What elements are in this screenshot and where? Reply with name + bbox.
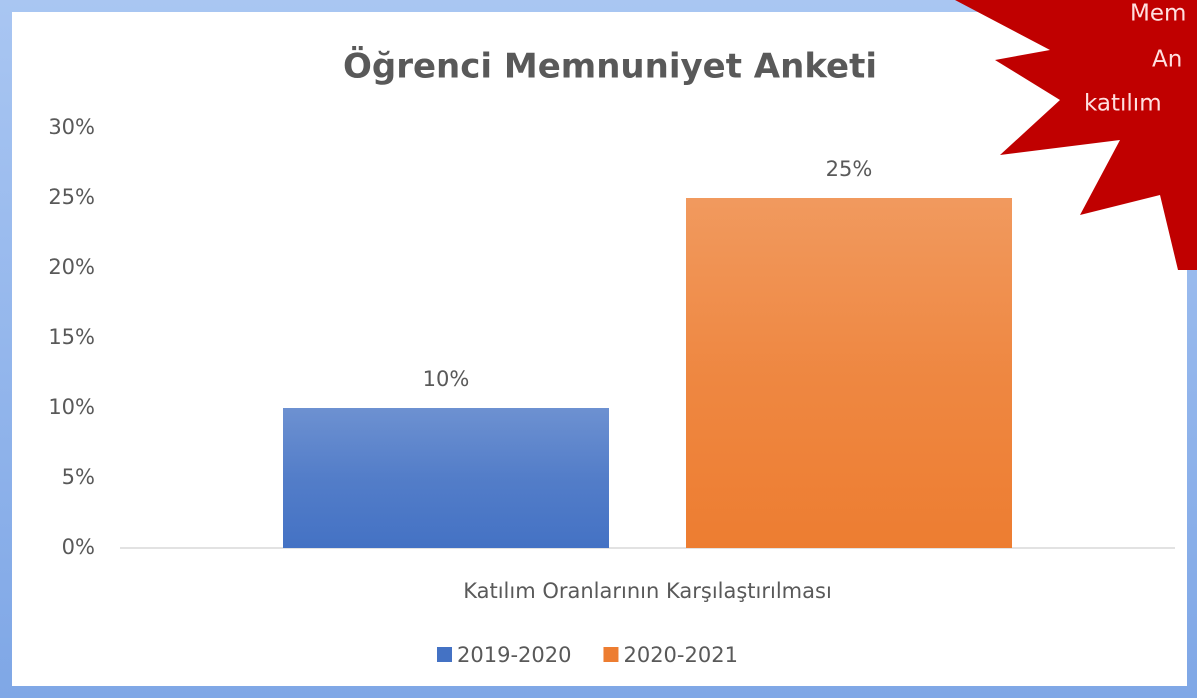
annotation: Mem	[1130, 1, 1186, 27]
legend-label: 2020-2021	[623, 643, 737, 667]
bar	[686, 198, 1012, 548]
y-tick-label: 30%	[48, 115, 95, 139]
legend-label: 2019-2020	[457, 643, 571, 667]
y-tick-label: 20%	[48, 255, 95, 279]
annotation: katılım	[1084, 91, 1162, 117]
y-tick-label: 15%	[48, 325, 95, 349]
data-label: 10%	[423, 367, 470, 391]
chart-title: Öğrenci Memnuniyet Anketi	[343, 46, 877, 87]
bar	[283, 408, 609, 548]
legend-swatch	[437, 647, 452, 662]
starburst	[955, 0, 1197, 270]
legend-swatch	[603, 647, 619, 662]
y-tick-label: 0%	[62, 535, 95, 559]
y-tick-label: 25%	[48, 185, 95, 209]
data-label: 25%	[826, 157, 873, 181]
y-tick-label: 10%	[48, 395, 95, 419]
annotation: An	[1152, 47, 1182, 73]
x-tick-label: Katılım Oranlarının Karşılaştırılması	[463, 579, 832, 603]
y-tick-label: 5%	[62, 465, 95, 489]
